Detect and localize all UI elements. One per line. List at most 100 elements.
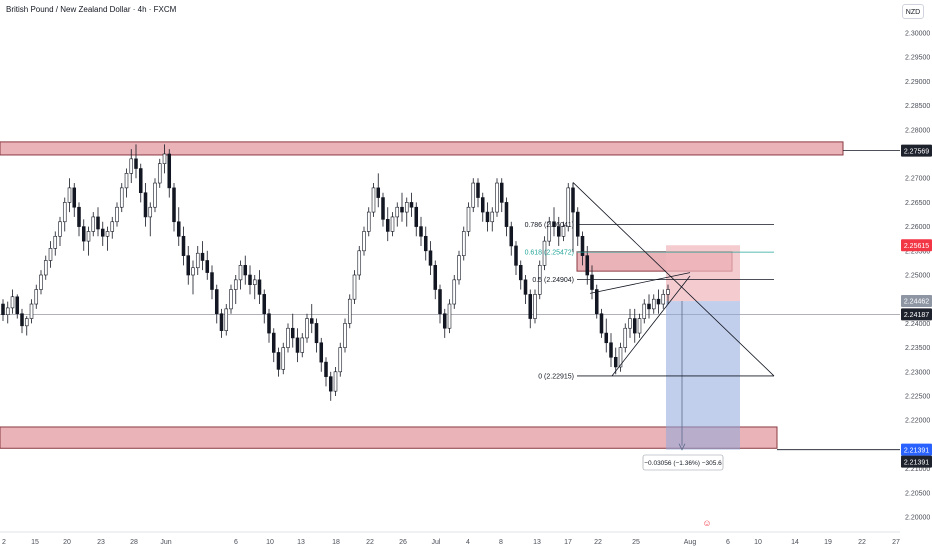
time-tick-label: 22 [594,539,602,546]
position-label-box [642,454,724,471]
candle-body [262,294,267,315]
candle-body [537,265,542,295]
candle-body [637,318,642,334]
candle-body [148,206,153,218]
triangle-lower-line [611,275,691,377]
time-tick-label: 6 [726,539,730,546]
candle-body [514,245,518,266]
candle-body [585,255,590,276]
candle-body [20,313,24,327]
candle-body [509,226,514,247]
candle-body [143,192,148,218]
candle-body [628,318,632,329]
candle-body [423,235,428,252]
candle-body [233,279,238,290]
candle-body [618,347,623,368]
price-tick-label: 2.28500 [905,103,930,110]
candle-body [67,187,72,203]
price-tag [901,443,932,456]
candle-body [376,187,381,198]
candle-body [224,308,229,331]
candle-body [499,182,504,203]
candle-body [214,289,219,315]
price-tick-label: 2.21000 [905,466,930,473]
time-tick-label: 8 [499,539,503,546]
candle-body [309,318,314,324]
candle-body [34,289,39,305]
candle-body [457,255,461,281]
time-axis[interactable]: 2 15 20 23 28 Jun 6 10 13 18 22 26 Jul 4 8 13 17 22 25 Aug 6… [0,531,900,546]
candle-body [58,221,62,237]
price-tick-label: 2.29500 [905,55,930,62]
candle-body [1,303,5,315]
time-tick-label: 26 [399,539,407,546]
candle-body [651,298,656,310]
time-tick-label: 22 [858,539,866,546]
candle-body [129,158,134,174]
candle-body [433,265,438,290]
candle-body [219,313,224,331]
short-position-tool[interactable]: −0.03056 (−1.36%) −305.6 [642,245,740,471]
time-tick-label: 13 [297,539,305,546]
price-tick-label: 2.23000 [905,369,930,376]
candle-body [366,211,371,232]
candle-body [172,187,176,223]
candle-body [252,279,257,285]
candle-body [409,202,414,208]
price-tick-label: 2.20500 [905,490,930,497]
take-profit-zone [666,301,740,450]
candle-body [632,318,637,334]
price-tick-label: 2.26500 [905,200,930,207]
candle-body [290,327,295,339]
time-tick-label: 2 [2,539,6,546]
candle-body [162,153,167,164]
stop-loss-zone [666,245,740,302]
candle-body [124,173,129,189]
price-tick-label: 2.22000 [905,418,930,425]
price-tag-label: 2.21391 [904,447,929,454]
candle-body [53,235,58,249]
position-label: −0.03056 (−1.36%) −305.6 [644,460,722,467]
candle-body [181,235,186,256]
price-tag-label: 2.21391 [904,459,929,466]
candle-body [495,182,499,213]
time-tick-label: 4 [466,539,470,546]
candle-body [77,206,81,227]
time-tick-label: Jun [160,539,171,546]
candle-body [523,279,528,295]
candle-body [528,294,533,319]
price-tick-label: 2.20000 [905,515,930,522]
zones-layer [0,141,900,451]
candle-body [295,337,300,353]
candle-body [447,303,452,329]
candle-body [428,250,433,266]
candle-body [575,211,580,237]
candle-body [343,323,347,348]
candle-body [556,226,561,237]
candle-body [257,279,262,295]
candle-body [10,296,15,309]
candle-body [267,313,271,334]
time-tick-label: 10 [266,539,274,546]
candle-body [119,187,124,208]
price-tick-label: 2.24000 [905,321,930,328]
candle-body [39,274,43,290]
time-tick-label: 18 [332,539,340,546]
candle-body [613,356,618,368]
candle-body [62,202,67,223]
time-tick-label: 19 [824,539,832,546]
candle-body [566,187,571,227]
currency-selector[interactable]: NZD [902,4,924,19]
candle-body [480,197,485,213]
candle-body [419,226,423,237]
drawings-layer[interactable]: 0.786 (2.26041) 0.618 (2.25472) 0.5 (2.249… [525,182,775,528]
candle-body [96,216,100,230]
price-tag-label: 2.24187 [904,312,929,319]
candle-body [29,303,34,319]
candle-body [452,279,457,305]
time-tick-label: Jul [432,539,441,546]
time-tick-label: 28 [130,539,138,546]
price-tags: 2.27569 2.25615 2.24462 2.24187 2.21391 2.213… [901,144,932,468]
candle-body [504,202,509,227]
